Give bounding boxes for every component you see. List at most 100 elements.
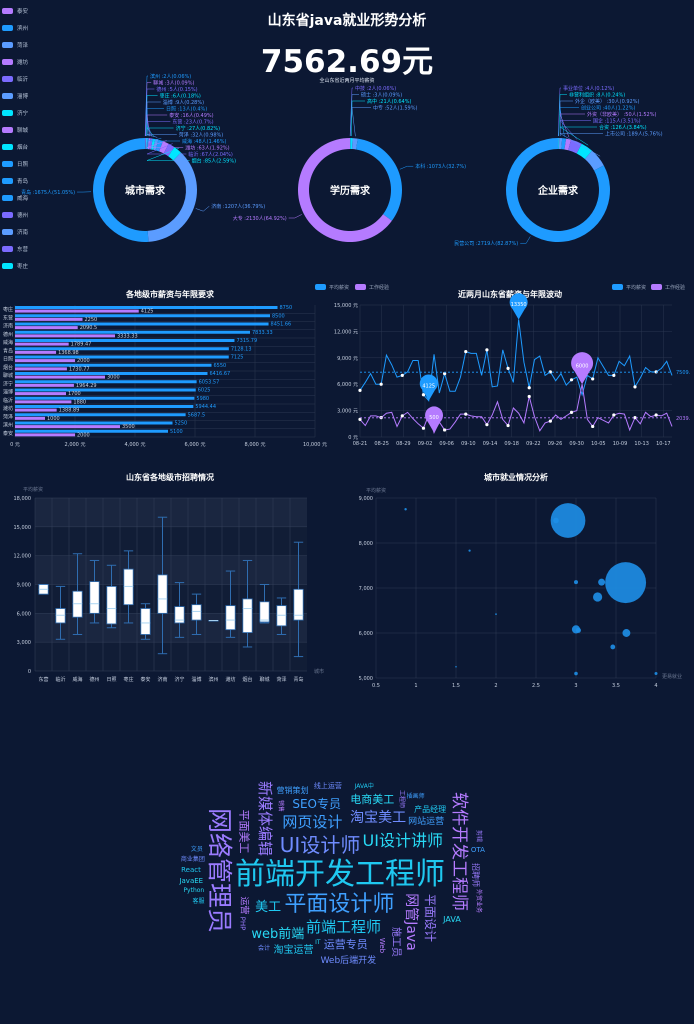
label-line — [145, 82, 152, 137]
y-tick: 18,000 — [14, 496, 32, 502]
y-tick: 烟台 — [3, 364, 13, 371]
donut-label: 大专 :2130人(64.92%) — [233, 215, 287, 222]
x-tick: 潍坊 — [225, 676, 235, 683]
wordcloud-word: 网站运营 — [408, 817, 445, 828]
scatter-bubble — [654, 672, 658, 675]
legend-item-13[interactable]: 济南 — [2, 223, 28, 240]
legend-swatch — [2, 7, 13, 14]
salary-bar — [15, 330, 250, 334]
donut-slice — [168, 147, 181, 161]
legend-item-4[interactable]: 临沂 — [2, 70, 28, 87]
wordcloud-word: 运营 — [238, 896, 249, 915]
x-tick: 08-21 — [353, 441, 368, 447]
legend-label: 威海 — [17, 195, 29, 202]
bar-value-label: 8451.66 — [271, 322, 292, 328]
bar-value-label: 6550 — [214, 363, 227, 369]
donut-label: 滨州 :2人(0.06%) — [150, 73, 191, 80]
wordcloud-word: 电商美工 — [350, 792, 395, 806]
donut-label: 本科 :1073人(32.7%) — [415, 163, 466, 170]
y-tick: 6,000 — [359, 631, 373, 637]
salary-bar — [15, 413, 186, 417]
legend-swatch — [2, 24, 13, 31]
scatter-bubble — [404, 508, 407, 511]
average-label: 7509. — [676, 370, 691, 376]
y-tick: 临沂 — [3, 397, 13, 404]
wordcloud-word: UI设计讲师 — [362, 830, 443, 850]
y-tick: 3,000 元 — [337, 409, 358, 415]
legend-item-12[interactable]: 德州 — [2, 206, 28, 223]
legend-item-7[interactable]: 聊城 — [2, 121, 28, 138]
legend-item-6[interactable]: 济宁 — [2, 104, 28, 121]
experience-bar — [15, 375, 105, 379]
x-tick: 10-05 — [591, 441, 606, 447]
marker-label: 6000 — [576, 364, 589, 370]
legend-item-10[interactable]: 青岛 — [2, 172, 28, 189]
legend-item-8[interactable]: 烟台 — [2, 138, 28, 155]
y-tick: 15,000 元 — [334, 303, 358, 309]
scatter-bubble — [574, 580, 578, 585]
legend-swatch — [2, 126, 13, 133]
donut-slice — [558, 138, 560, 150]
salary-bar — [15, 314, 270, 318]
wordcloud-word: 商业集团 — [180, 856, 205, 864]
scatter-bubble — [495, 613, 497, 615]
experience-bar — [15, 367, 67, 371]
legend-item-0[interactable]: 泰安 — [2, 2, 28, 19]
scatter-bubble — [575, 627, 581, 633]
x-tick: 2.5 — [532, 683, 540, 689]
legend-item-1[interactable]: 滨州 — [2, 19, 28, 36]
data-point — [400, 373, 404, 377]
donut-slice — [568, 139, 582, 154]
legend-item-2[interactable]: 菏泽 — [2, 36, 28, 53]
box — [242, 598, 253, 633]
label-line — [558, 94, 567, 137]
experience-bar — [15, 433, 75, 437]
box — [293, 588, 304, 621]
legend-item-5[interactable]: 淄博 — [2, 87, 28, 104]
bar-value-label: 1964.29 — [76, 383, 97, 389]
legend-swatch — [2, 211, 13, 218]
y-tick: 3,000 — [17, 640, 31, 646]
wordcloud-word: JAVA — [443, 914, 461, 924]
chart-title: 城市就业情况分析 — [484, 472, 548, 482]
legend-label: 日照 — [17, 161, 29, 168]
x-tick: 09-26 — [548, 441, 563, 447]
bar-value-label: 6416.67 — [210, 371, 231, 377]
bar-value-label: 8500 — [272, 313, 285, 319]
y-tick: 菏泽 — [3, 413, 13, 420]
x-tick: 09-02 — [418, 441, 433, 447]
bar-value-label: 5980 — [196, 396, 209, 402]
y-tick: 6,000 — [17, 611, 31, 617]
bar-value-label: 5944.44 — [195, 404, 216, 410]
legend-item-3[interactable]: 潍坊 — [2, 53, 28, 70]
legend-item-11[interactable]: 威海 — [2, 189, 28, 206]
donut-slice — [145, 138, 146, 150]
donut-label: 东营 :23人(0.7%) — [172, 119, 213, 126]
legend-swatch — [2, 262, 13, 269]
bar-value-label: 4125 — [141, 309, 154, 315]
donut-label: 菏泽 :32人(0.98%) — [179, 132, 223, 139]
data-point — [548, 370, 552, 374]
legend-item-9[interactable]: 日照 — [2, 155, 28, 172]
label-line — [351, 100, 365, 137]
label-line — [146, 134, 177, 138]
y-axis-label: 平均薪资 — [366, 487, 386, 494]
legend-item-15[interactable]: 枣庄 — [2, 257, 28, 274]
y-tick: 8,000 — [359, 541, 373, 547]
scatter-bubble — [592, 592, 603, 602]
x-tick: 2,000 元 — [65, 442, 86, 448]
legend-item-14[interactable]: 东营 — [2, 240, 28, 257]
box — [174, 606, 185, 624]
bar-value-label: 5687.5 — [188, 412, 206, 418]
scatter-bubble — [598, 578, 606, 586]
data-point — [379, 382, 383, 386]
donut-slice — [147, 152, 198, 242]
wordcloud-word: 剪辑 — [474, 829, 482, 842]
data-point — [506, 366, 510, 370]
data-point — [527, 394, 531, 399]
legend-swatch-experience — [651, 284, 662, 290]
bar-value-label: 7128.13 — [231, 346, 252, 352]
x-tick: 09-10 — [461, 441, 476, 447]
donut-label: 事业单位 :4人(0.12%) — [563, 85, 614, 92]
x-tick: 3 — [574, 683, 577, 689]
